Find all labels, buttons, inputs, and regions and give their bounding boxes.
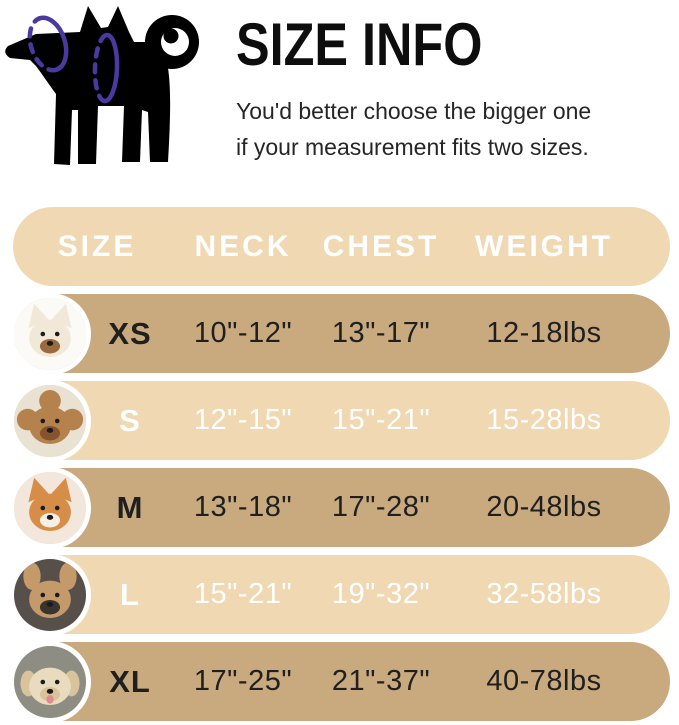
weight-cell: 40-78lbs <box>486 665 602 697</box>
size-cell: L <box>120 576 140 612</box>
size-row-xs: XS 10"-12" 13"-17" 12-18lbs <box>9 292 670 375</box>
dog-photo-pomeranian <box>9 292 91 375</box>
size-table: SIZE NECK CHEST WEIGHT <box>9 207 670 723</box>
chest-cell: 21"-37" <box>331 665 431 697</box>
dog-silhouette-icon <box>5 6 199 165</box>
column-header-chest: CHEST <box>322 229 440 263</box>
weight-cell: 32-58lbs <box>486 578 602 610</box>
size-cell: M <box>116 489 144 525</box>
neck-cell: 13"-18" <box>193 491 293 523</box>
size-cell: XL <box>109 663 151 699</box>
subtitle-line-2: if your measurement fits two sizes. <box>236 134 589 160</box>
weight-cell: 20-48lbs <box>486 491 602 523</box>
subtitle: You'd better choose the bigger one if yo… <box>236 93 591 165</box>
table-header-row: SIZE NECK CHEST WEIGHT <box>13 207 670 286</box>
column-header-neck: NECK <box>194 229 292 263</box>
neck-cell: 10"-12" <box>193 317 293 349</box>
chest-cell: 17"-28" <box>331 491 431 523</box>
size-row-s: S 12"-15" 15"-21" 15-28lbs <box>9 379 670 462</box>
column-header-weight: WEIGHT <box>475 229 613 263</box>
neck-cell: 15"-21" <box>193 578 293 610</box>
size-row-xl: XL 17"-25" 21"-37" 40-78lbs <box>9 640 670 723</box>
chest-cell: 19"-32" <box>331 578 431 610</box>
dog-photo-shiba-inu <box>9 466 91 549</box>
weight-cell: 12-18lbs <box>486 317 602 349</box>
dog-photo-labrador <box>9 640 91 723</box>
neck-girth-ring <box>27 15 69 73</box>
dog-photo-toy-poodle <box>9 379 91 462</box>
chest-girth-ring <box>92 32 120 104</box>
size-row-l: L 15"-21" 19"-32" 32-58lbs <box>9 553 670 636</box>
dog-measurement-diagram <box>5 6 199 165</box>
size-cell: S <box>119 402 141 438</box>
size-cell: XS <box>108 315 152 351</box>
size-row-m: M 13"-18" 17"-28" 20-48lbs <box>9 466 670 549</box>
page-title: SIZE INFO <box>236 11 483 78</box>
chest-cell: 13"-17" <box>331 317 431 349</box>
weight-cell: 15-28lbs <box>486 404 602 436</box>
chest-cell: 15"-21" <box>331 404 431 436</box>
neck-cell: 12"-15" <box>193 404 293 436</box>
dog-photo-french-bulldog <box>9 553 91 636</box>
curled-tail <box>145 15 199 69</box>
neck-cell: 17"-25" <box>193 665 293 697</box>
column-header-size: SIZE <box>57 229 137 263</box>
hero-section: SIZE INFO You'd better choose the bigger… <box>0 0 679 200</box>
subtitle-line-1: You'd better choose the bigger one <box>236 98 592 124</box>
